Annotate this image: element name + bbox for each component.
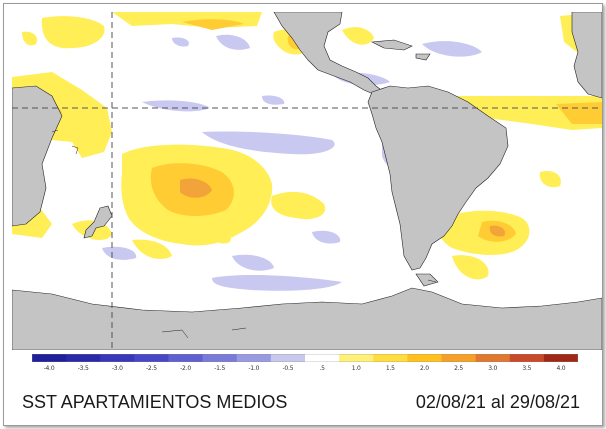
- south-america-land: [367, 85, 509, 271]
- colorbar-segment: [407, 354, 443, 362]
- colorbar-segment: [134, 354, 170, 362]
- colorbar-segment: [543, 354, 578, 362]
- colorbar-tick-label: -3.0: [111, 365, 123, 372]
- colorbar-tick-label: 1.5: [385, 365, 395, 372]
- australia-land: [12, 85, 63, 227]
- new-zealand-land: [83, 205, 113, 239]
- colorbar-ticks: -4.0 -3.5 -3.0 -2.5 -2.0 -1.5 -1.0 -0.5 .5 1.0 1.5…: [32, 365, 578, 377]
- colorbar-segment: [66, 354, 101, 362]
- colorbar-tick-label: 3.5: [522, 365, 532, 372]
- land-layer: [12, 12, 602, 350]
- colorbar-tick-label: 2.0: [419, 365, 429, 372]
- colorbar-segment: [202, 354, 238, 362]
- colorbar-tick-label: -4.0: [43, 365, 55, 372]
- map-title: SST APARTAMIENTOS MEDIOS: [22, 392, 288, 412]
- colorbar-tick-label: -1.5: [214, 365, 226, 372]
- pacific-islands: [51, 129, 437, 339]
- colorbar-tick-label: -2.0: [180, 365, 192, 372]
- sst-anomaly-map: [12, 12, 602, 350]
- colorbar-tick-label: -3.5: [77, 365, 89, 372]
- cool-anomaly-layer: [102, 34, 482, 291]
- colorbar-tick-label: 2.5: [454, 365, 464, 372]
- colorbar-segment: [270, 354, 306, 362]
- colorbar-segment: [509, 354, 545, 362]
- colorbar-tick-label: .5: [319, 365, 325, 372]
- colorbar-tick-label: 4.0: [556, 365, 566, 372]
- date-range: 02/08/21 al 29/08/21: [415, 392, 580, 412]
- colorbar-tick-label: -1.0: [248, 365, 260, 372]
- caribbean-islands: [370, 39, 413, 51]
- colorbar-tick-label: -0.5: [282, 365, 294, 372]
- colorbar-tick-label: 1.0: [351, 365, 361, 372]
- antarctica-land: [12, 287, 602, 350]
- map-frame: -4.0 -3.5 -3.0 -2.5 -2.0 -1.5 -1.0 -0.5 .5 1.0 1.5…: [3, 3, 603, 426]
- colorbar-segment: [236, 354, 272, 362]
- africa-north-land: [571, 12, 602, 99]
- colorbar-segment: [100, 354, 135, 362]
- colorbar-segment: [305, 354, 340, 362]
- colorbar-segment: [32, 354, 67, 362]
- anomaly-colorbar: [32, 354, 578, 362]
- colorbar-segment: [339, 354, 374, 362]
- colorbar-segment: [168, 354, 204, 362]
- colorbar-tick-label: 3.0: [488, 365, 498, 372]
- colorbar-segment: [475, 354, 511, 362]
- ocean-background: [12, 12, 602, 350]
- colorbar-tick-label: -2.5: [145, 365, 157, 372]
- colorbar-segment: [441, 354, 477, 362]
- colorbar-segment: [373, 354, 408, 362]
